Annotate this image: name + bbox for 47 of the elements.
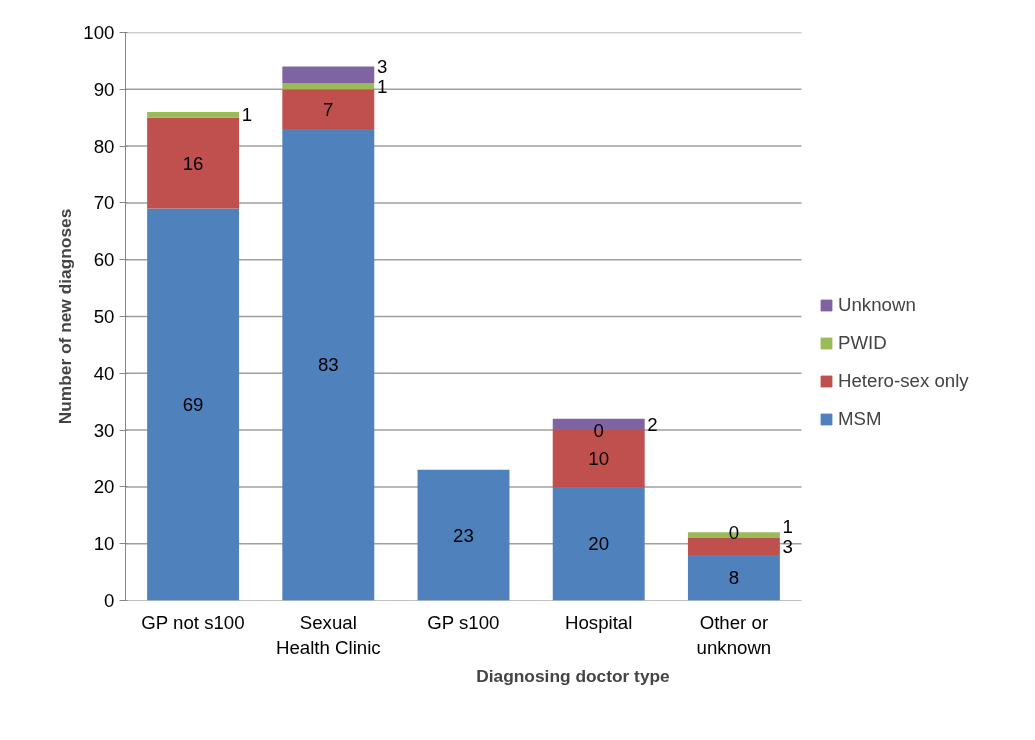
data-label: 1 [241, 104, 253, 126]
y-tick-label: 20 [93, 476, 115, 498]
y-tick-label: 60 [93, 249, 115, 271]
bar [417, 469, 510, 601]
y-tick-label: 100 [83, 22, 115, 43]
bar [147, 112, 240, 118]
bar [687, 538, 780, 556]
data-label: 69 [182, 394, 204, 416]
y-tick-label: 0 [104, 590, 115, 611]
y-tick-label: 40 [93, 362, 115, 384]
y-tick-label: 10 [93, 533, 115, 555]
legend-label: Unknown [838, 294, 916, 316]
legend-label: MSM [838, 408, 882, 430]
y-tick-label: 30 [93, 419, 115, 441]
x-tick-label: GP s100 [427, 611, 500, 633]
data-label: 8 [728, 567, 740, 589]
legend-label: Hetero-sex only [838, 370, 969, 392]
data-label: 7 [323, 98, 334, 120]
data-label: 2 [647, 413, 658, 435]
x-tick-label: Hospital [565, 611, 633, 633]
data-label: 23 [453, 524, 474, 546]
data-label: 16 [182, 152, 204, 174]
data-label: 20 [588, 533, 610, 555]
bar [687, 555, 780, 601]
x-tick-label: GP not s100 [141, 611, 245, 633]
x-axis-title: Diagnosing doctor type [476, 665, 671, 686]
data-label: 3 [782, 536, 793, 558]
x-tick-label: Sexual Health Clinic [275, 611, 381, 658]
data-label: 83 [317, 354, 339, 376]
y-tick-label: 80 [93, 135, 115, 157]
data-label: 1 [376, 75, 388, 97]
bar [282, 66, 375, 84]
data-label: 10 [588, 448, 610, 469]
bar [282, 89, 375, 130]
data-label: 3 [376, 55, 388, 77]
bar [147, 208, 240, 601]
bar [282, 129, 375, 601]
x-tick-label: Other or unknown [696, 611, 772, 658]
bar [147, 117, 240, 209]
data-label: 1 [782, 516, 793, 538]
y-tick-label: 50 [93, 306, 115, 327]
bar [552, 486, 645, 601]
y-tick-label: 90 [93, 78, 115, 100]
y-axis-title: Number of new diagnoses [55, 208, 76, 425]
data-label: 0 [593, 419, 604, 441]
y-tick-label: 70 [93, 192, 115, 214]
legend-label: PWID [838, 332, 887, 354]
